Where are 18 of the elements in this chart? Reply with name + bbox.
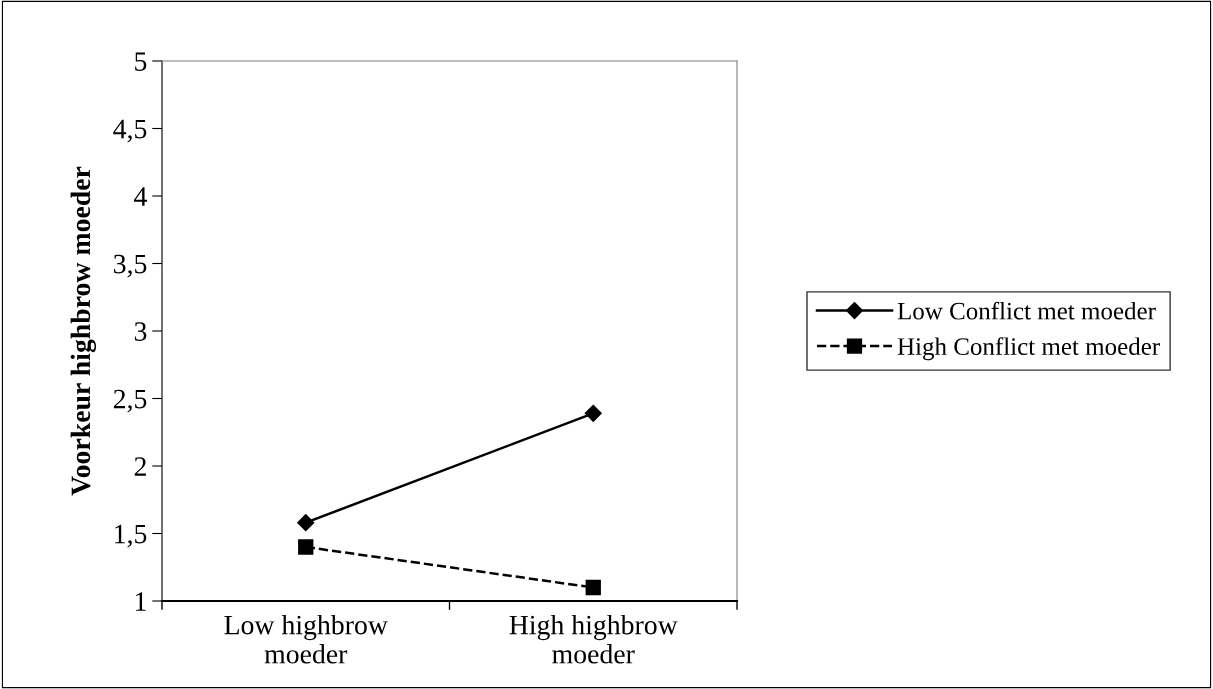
legend-label: Low Conflict met moeder <box>897 301 1156 320</box>
point <box>298 539 314 555</box>
x-tick-label: High highbrow moeder <box>509 614 678 664</box>
y-tick-label: 3,5 <box>114 254 147 278</box>
y-tick-label: 2 <box>134 457 146 476</box>
point <box>585 579 601 596</box>
y-axis-title: Voorkeur highbrow moeder <box>70 166 97 496</box>
y-tick-label: 1,5 <box>115 524 147 548</box>
y-tick-label: 2,5 <box>113 389 147 413</box>
point <box>297 514 315 532</box>
y-tick-label: 4 <box>134 187 147 206</box>
y-tick-label: 5 <box>135 52 147 71</box>
x-tick-label: Low highbrow moeder <box>224 614 388 664</box>
point <box>584 404 602 422</box>
y-tick-label: 4,5 <box>113 119 147 143</box>
y-tick-label: 1 <box>135 592 146 611</box>
y-tick-label: 3 <box>134 322 147 341</box>
legend-label: High Conflict met moeder <box>897 337 1160 361</box>
